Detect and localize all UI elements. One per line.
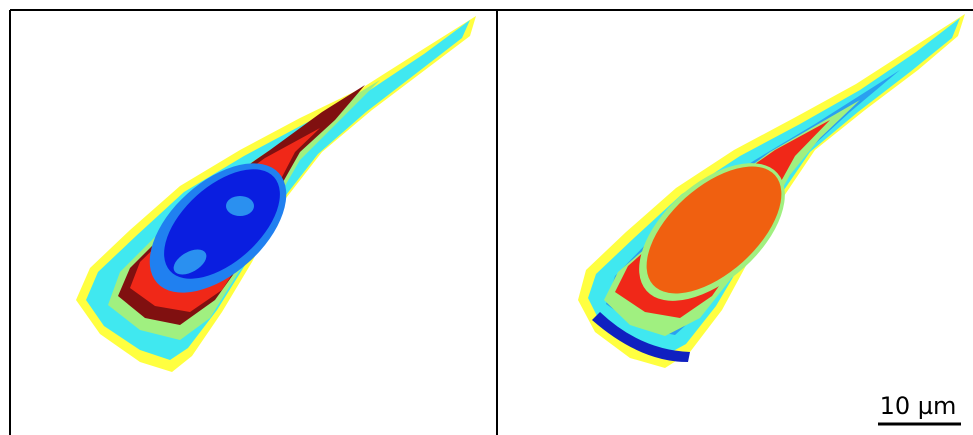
nucleus-spot	[226, 196, 254, 216]
scale-bar-label: 10 µm	[880, 392, 957, 420]
figure: 10 µm	[0, 0, 973, 435]
